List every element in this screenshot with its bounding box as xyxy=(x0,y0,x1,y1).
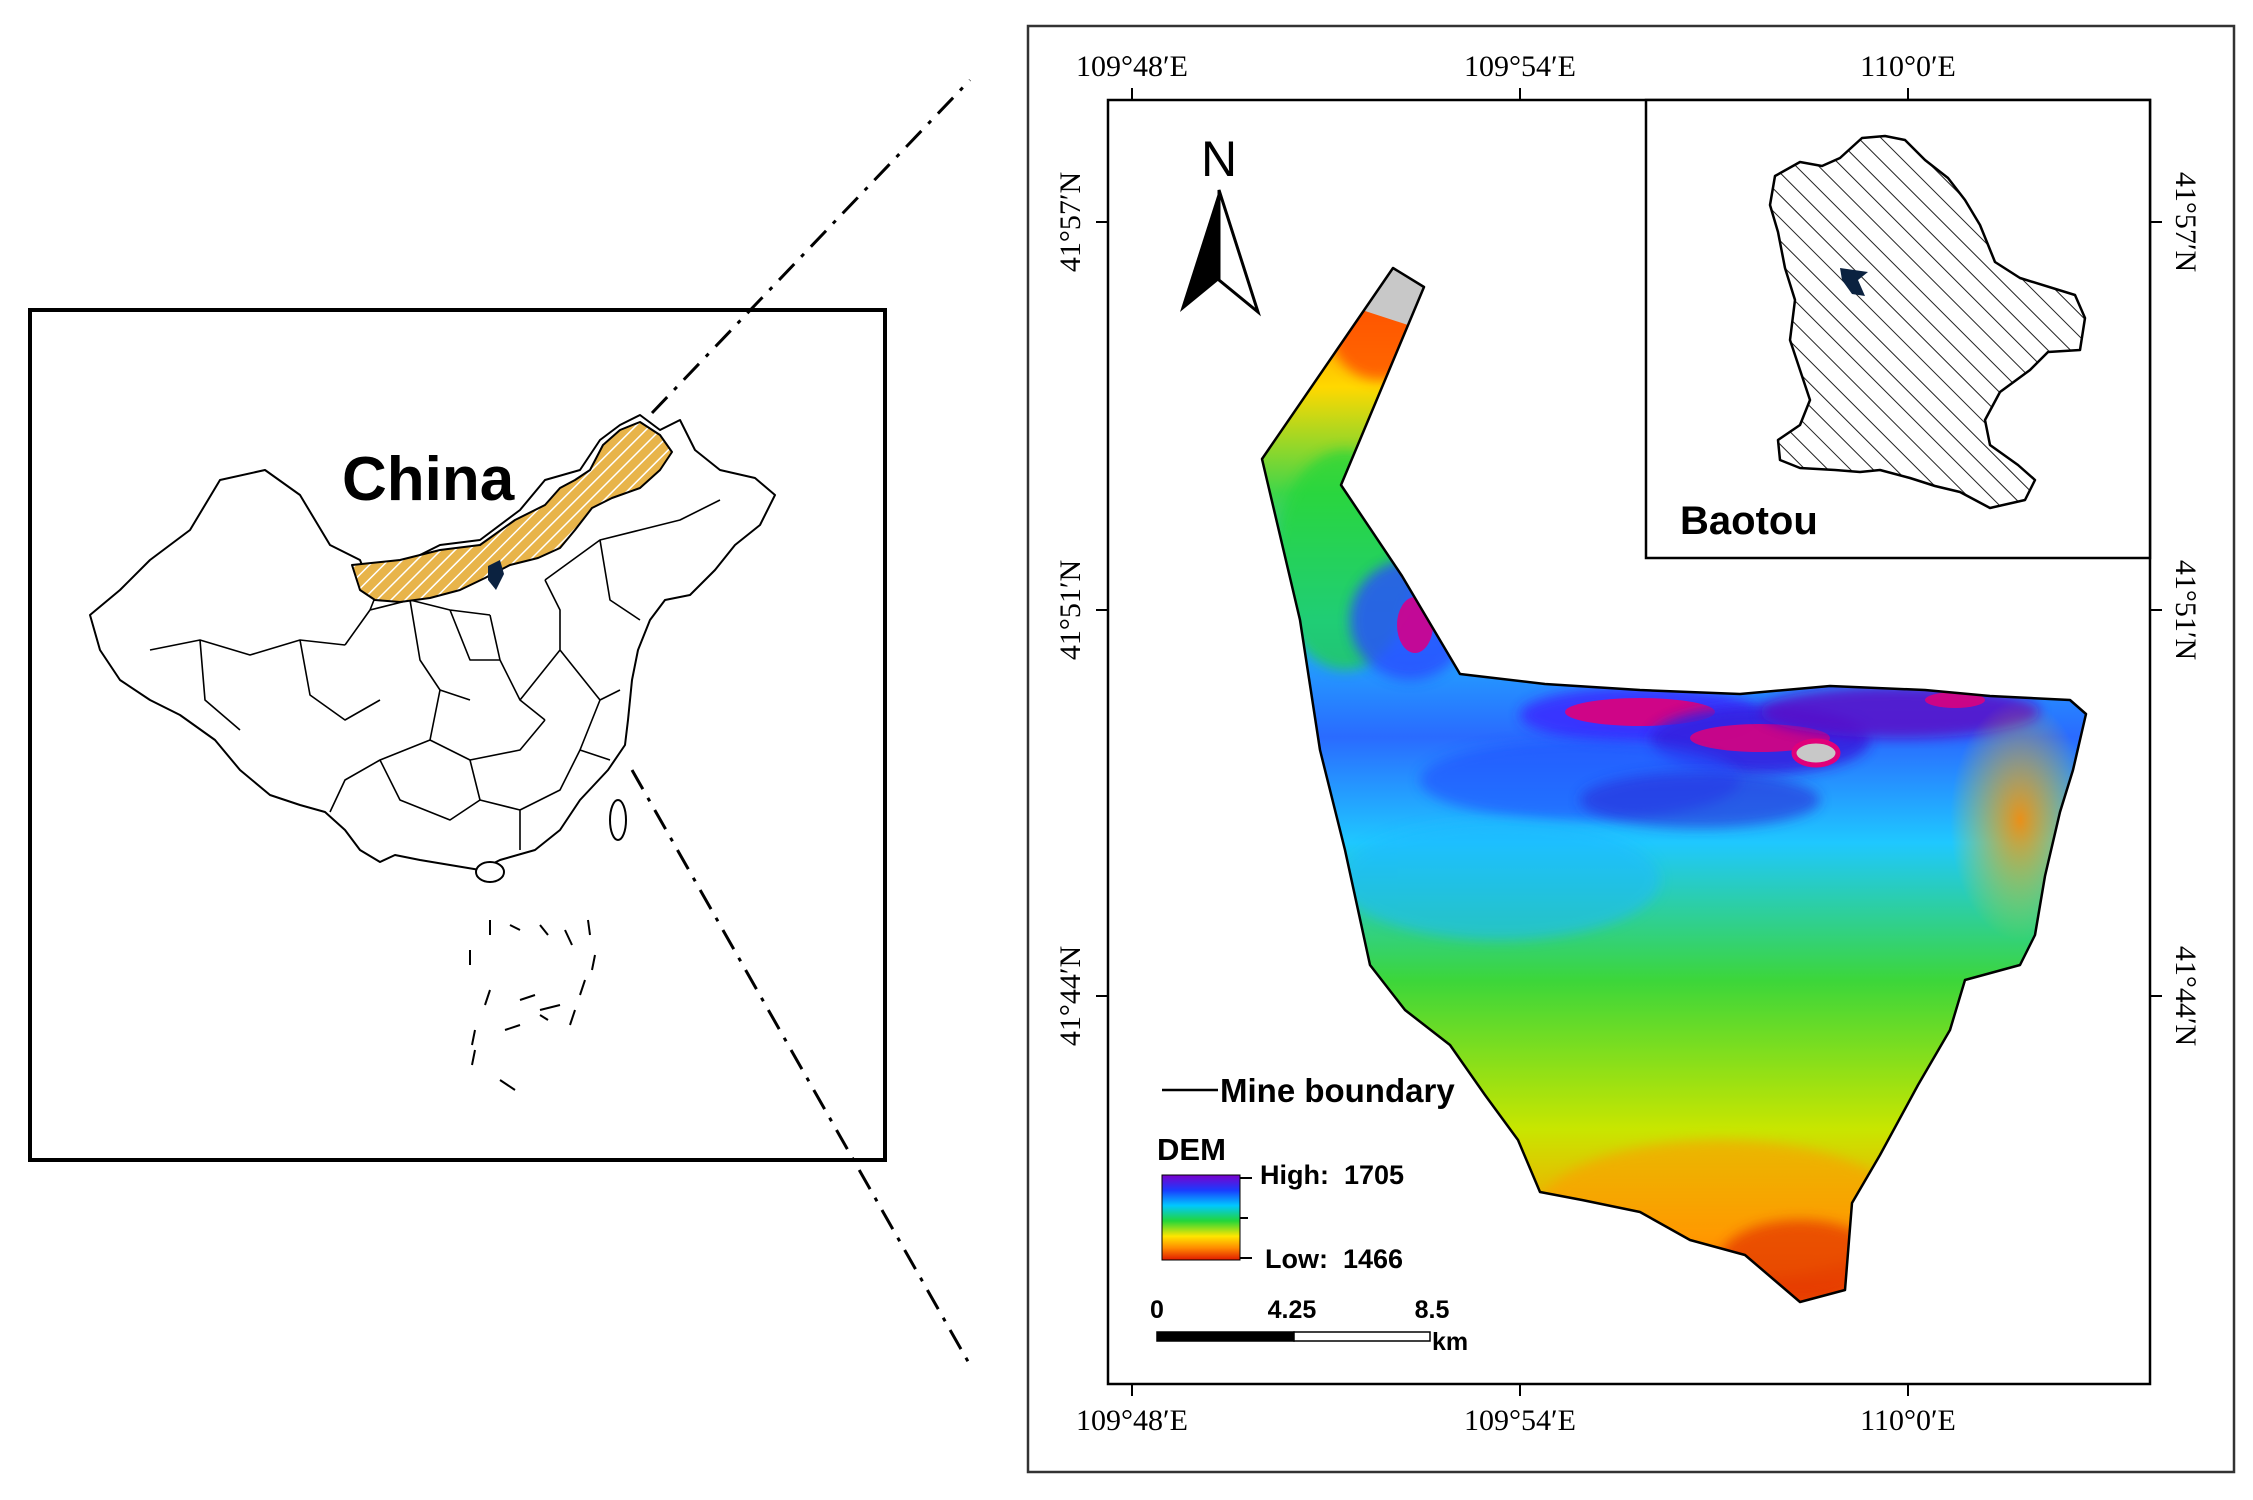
main-map-panel: 109°48′E 109°54′E 110°0′E 109°48′E 109°5… xyxy=(1026,24,2236,1474)
north-arrow: N xyxy=(1180,131,1261,317)
boundary-legend-label: Mine boundary xyxy=(1220,1072,1455,1109)
connector-lower xyxy=(630,769,972,1366)
baotou-inset: Baotou xyxy=(1644,98,2152,560)
lon-labels-bottom: 109°48′E 109°54′E 110°0′E xyxy=(1076,1404,1956,1437)
scale-tick-2: 8.5 xyxy=(1415,1296,1450,1324)
graticule-ticks xyxy=(1096,88,2162,1396)
legend: Mine boundary DEM High: 1705 Low: 1466 xyxy=(1157,1072,1455,1274)
lat-labels-right: 41°57′N 41°51′N 41°44′N xyxy=(2169,172,2202,1046)
lon-label-top-2: 109°54′E xyxy=(1464,50,1576,83)
north-arrow-icon xyxy=(1180,190,1219,312)
china-panel: China xyxy=(28,308,887,1162)
baotou-shape xyxy=(1768,134,2087,510)
lat-label-right-1: 41°57′N xyxy=(2169,172,2202,272)
dem-high-label: High: 1705 xyxy=(1260,1160,1404,1190)
south-china-sea-lines xyxy=(469,919,596,1091)
scale-bar-black xyxy=(1156,1331,1295,1342)
scale-tick-0: 0 xyxy=(1150,1296,1164,1324)
lon-label-bottom-3: 110°0′E xyxy=(1860,1404,1956,1437)
hainan-island xyxy=(475,861,505,883)
scale-tick-1: 4.25 xyxy=(1268,1296,1317,1324)
lon-label-top-3: 110°0′E xyxy=(1860,50,1956,83)
north-arrow-label: N xyxy=(1201,131,1237,187)
lat-labels-left: 41°57′N 41°51′N 41°44′N xyxy=(1054,172,1087,1046)
connector-lines xyxy=(630,78,972,1366)
scale-bar-white xyxy=(1293,1331,1431,1342)
mine-marker-baotou xyxy=(1840,268,1868,296)
lat-label-right-3: 41°44′N xyxy=(2169,946,2202,1046)
lon-label-bottom-1: 109°48′E xyxy=(1076,1404,1188,1437)
lon-labels-top: 109°48′E 109°54′E 110°0′E xyxy=(1076,50,1956,83)
scale-bar: 0 4.25 8.5 km xyxy=(1150,1296,1468,1356)
inner-mongolia-highlight xyxy=(351,421,673,603)
mine-boundary xyxy=(1260,266,2088,1304)
lat-label-left-1: 41°57′N xyxy=(1054,172,1087,272)
lat-label-left-3: 41°44′N xyxy=(1054,946,1087,1046)
mine-marker-china xyxy=(488,560,504,590)
china-label: China xyxy=(342,445,515,514)
lat-label-right-2: 41°51′N xyxy=(2169,560,2202,660)
connector-upper xyxy=(650,78,972,415)
china-map xyxy=(89,414,776,883)
dem-colour-ramp xyxy=(1161,1174,1241,1261)
dem-legend-title: DEM xyxy=(1157,1132,1226,1167)
baotou-label: Baotou xyxy=(1680,499,1818,543)
lon-label-bottom-2: 109°54′E xyxy=(1464,1404,1576,1437)
scale-unit: km xyxy=(1432,1328,1468,1356)
dem-low-label: Low: 1466 xyxy=(1265,1244,1403,1274)
lon-label-top-1: 109°48′E xyxy=(1076,50,1188,83)
lat-label-left-2: 41°51′N xyxy=(1054,560,1087,660)
taiwan-island xyxy=(609,799,627,841)
